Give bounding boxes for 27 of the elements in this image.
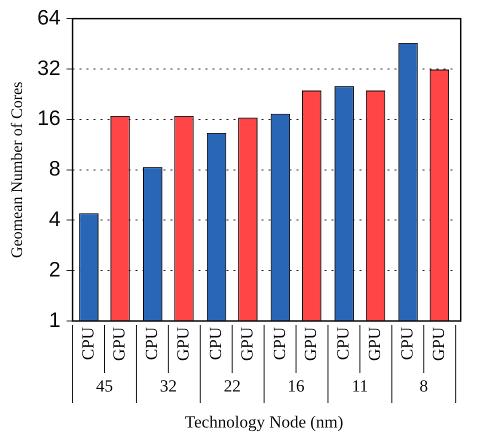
y-tick-label: 2 bbox=[48, 258, 61, 282]
x-tick-label: 8 bbox=[420, 376, 428, 396]
text: GPU bbox=[237, 327, 256, 362]
text: GPU bbox=[428, 327, 448, 362]
text: CPU bbox=[78, 327, 98, 360]
y-tick-label: 16 bbox=[37, 107, 61, 130]
y-tick-label: 32 bbox=[37, 56, 61, 80]
text: CPU bbox=[206, 327, 226, 360]
y-axis-title: Geomean Number of Cores bbox=[8, 82, 26, 258]
text: GPU bbox=[173, 327, 192, 362]
text: CPU bbox=[334, 327, 353, 360]
x-tick-label: 16 bbox=[288, 376, 305, 396]
x-axis-title: Technology Node (nm) bbox=[184, 412, 344, 432]
x-tick-label: 22 bbox=[224, 376, 241, 396]
y-tick-label: 64 bbox=[37, 6, 61, 30]
text: GPU bbox=[301, 327, 320, 362]
text: GPU bbox=[365, 327, 384, 362]
text: CPU bbox=[270, 327, 289, 360]
x-tick-label: 32 bbox=[160, 376, 177, 396]
y-tick-label: 1 bbox=[48, 308, 61, 332]
text: CPU bbox=[142, 327, 162, 360]
text: GPU bbox=[110, 327, 129, 362]
x-tick-label: 11 bbox=[352, 376, 368, 396]
y-tick-label: 8 bbox=[48, 158, 61, 181]
x-tick-label: 45 bbox=[96, 376, 113, 396]
y-tick-label: 4 bbox=[48, 208, 61, 231]
text: CPU bbox=[398, 327, 417, 360]
